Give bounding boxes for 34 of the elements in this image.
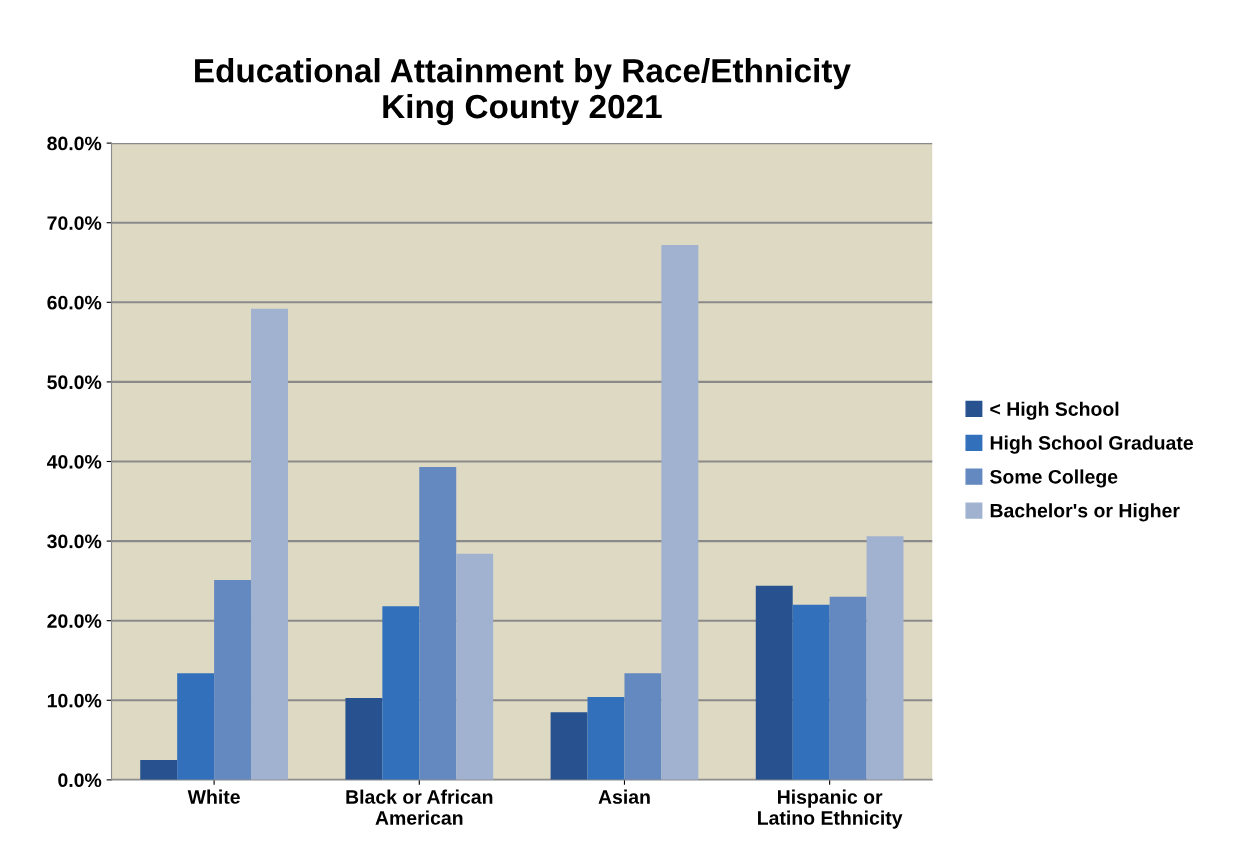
x-tick-label: White bbox=[187, 789, 240, 804]
legend-label: Some College bbox=[990, 469, 1118, 488]
bar bbox=[382, 606, 420, 780]
y-tick-label: 40.0% bbox=[46, 454, 102, 469]
bar bbox=[587, 697, 625, 780]
bar bbox=[345, 697, 383, 780]
y-tick-label: 60.0% bbox=[47, 295, 102, 310]
x-tick-label: Black or African American bbox=[346, 789, 493, 825]
bar bbox=[550, 712, 588, 780]
x-tick-label: Hispanic or Latino Ethnicity bbox=[758, 789, 903, 829]
legend-label: High School Graduate bbox=[990, 435, 1193, 454]
y-tick-label: 50.0% bbox=[47, 375, 102, 390]
bar bbox=[140, 759, 178, 780]
bar bbox=[829, 596, 867, 780]
bar bbox=[251, 308, 288, 780]
y-tick-label: 20.0% bbox=[47, 614, 102, 628]
bar bbox=[177, 673, 215, 780]
bar bbox=[755, 585, 793, 780]
y-tick-label: 0.0% bbox=[58, 773, 102, 788]
bar bbox=[419, 467, 457, 780]
legend-label: < High School bbox=[990, 401, 1119, 420]
legend-label: Bachelor's or Higher bbox=[990, 503, 1180, 522]
x-tick-label: Asian bbox=[598, 789, 650, 804]
y-tick-label: 10.0% bbox=[47, 693, 102, 708]
bar bbox=[661, 245, 699, 780]
y-tick-label: 70.0% bbox=[47, 216, 102, 230]
chart-title: Educational Attainment by Race/Ethnicity King County 2021 bbox=[195, 58, 851, 126]
bar bbox=[792, 604, 830, 780]
bar bbox=[456, 553, 494, 780]
y-tick-label: 30.0% bbox=[47, 534, 102, 549]
bar bbox=[214, 580, 252, 780]
bar bbox=[866, 536, 904, 780]
bar bbox=[624, 673, 662, 780]
y-tick-label: 80.0% bbox=[47, 136, 102, 151]
